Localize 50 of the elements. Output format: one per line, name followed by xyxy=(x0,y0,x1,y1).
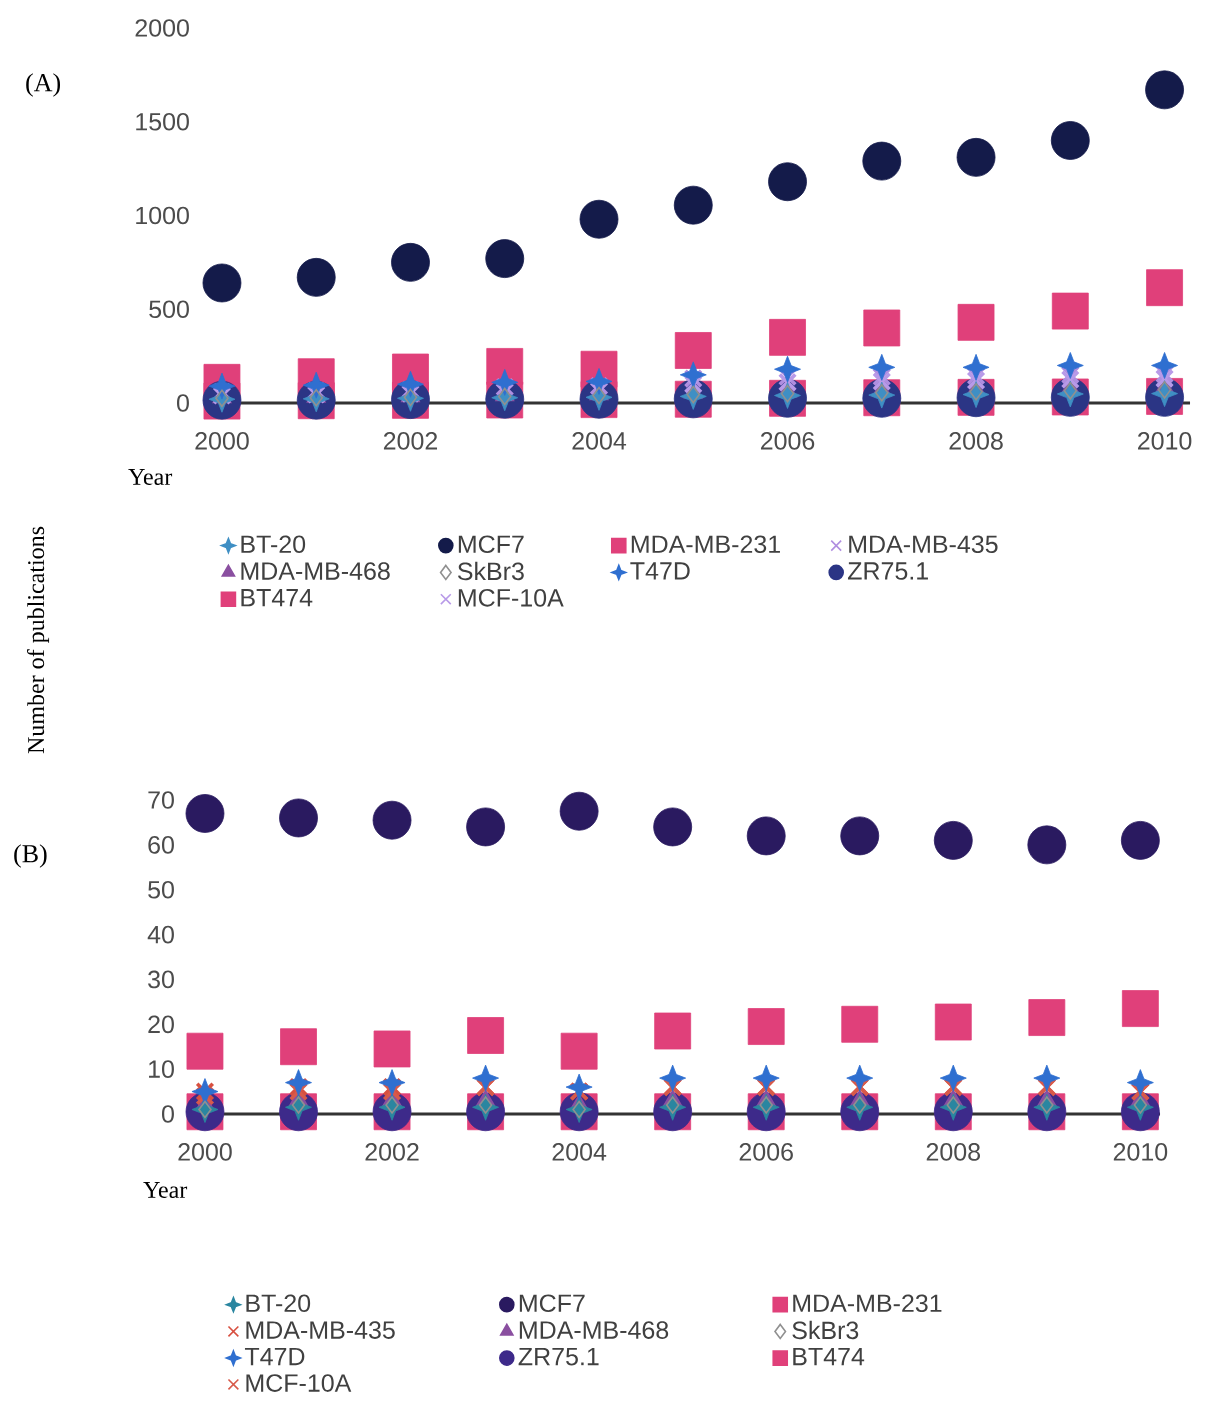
legend-label: T47D xyxy=(630,562,690,580)
legend-label: MCF-10A xyxy=(458,588,564,607)
x-axis-title: Year xyxy=(128,469,173,485)
x-tick-label: 2008 xyxy=(949,432,1003,450)
x-tick-label: 2004 xyxy=(572,432,627,450)
x-tick-label: 2006 xyxy=(739,1143,793,1161)
legend-label: MDA-MB-435 xyxy=(849,535,998,554)
y-tick-label: 60 xyxy=(148,836,174,854)
x-tick-label: 2000 xyxy=(195,432,249,450)
y-tick-label: 1500 xyxy=(136,112,189,131)
legend-label: ZR75.1 xyxy=(518,1347,599,1366)
legend-label: ZR75.1 xyxy=(847,562,928,580)
legend-label: MDA-MB-435 xyxy=(246,1321,395,1339)
x-axis-title: Year xyxy=(143,1182,188,1198)
text: (A) xyxy=(26,73,61,97)
legend-label: MDA-MB-231 xyxy=(793,1294,942,1313)
y-tick-label: 500 xyxy=(149,300,189,319)
x-tick-label: 2004 xyxy=(552,1143,607,1161)
x-tick-label: 2008 xyxy=(926,1143,981,1161)
legend-label: BT474 xyxy=(793,1347,865,1366)
y-tick-label: 70 xyxy=(148,791,174,809)
text: (B) xyxy=(14,844,47,868)
y-tick-label: 20 xyxy=(148,1015,174,1034)
x-tick-label: 2006 xyxy=(760,432,815,450)
y-axis-title: Number of publications xyxy=(27,526,50,754)
legend-label: SkBr3 xyxy=(457,561,524,581)
y-tick-label: 0 xyxy=(162,1105,174,1123)
legend-label: BT-20 xyxy=(246,1294,311,1313)
y-tick-label: 2000 xyxy=(135,19,189,37)
x-tick-label: 2010 xyxy=(1138,432,1192,450)
y-tick-label: 10 xyxy=(149,1060,174,1078)
y-tick-label: 1000 xyxy=(136,206,189,225)
y-tick-label: 0 xyxy=(177,394,189,412)
legend-label: SkBr3 xyxy=(792,1320,859,1340)
legend-label: MDA-MB-231 xyxy=(631,535,780,554)
legend-label: MCF7 xyxy=(519,1294,585,1313)
legend-label: BT474 xyxy=(241,589,313,607)
legend-label: MDA-MB-468 xyxy=(519,1321,669,1339)
legend-label: T47D xyxy=(244,1347,305,1366)
legend-label: MDA-MB-468 xyxy=(241,562,390,580)
legend-label: MCF-10A xyxy=(246,1374,352,1392)
legend-label: MCF7 xyxy=(458,535,524,554)
x-tick-label: 2000 xyxy=(178,1143,232,1161)
x-tick-label: 2002 xyxy=(383,432,438,450)
y-tick-label: 40 xyxy=(147,925,174,944)
x-tick-label: 2010 xyxy=(1113,1143,1168,1161)
y-tick-label: 50 xyxy=(148,880,174,899)
legend-label: BT-20 xyxy=(241,535,306,554)
y-tick-label: 30 xyxy=(148,970,174,989)
x-tick-label: 2002 xyxy=(365,1143,419,1161)
